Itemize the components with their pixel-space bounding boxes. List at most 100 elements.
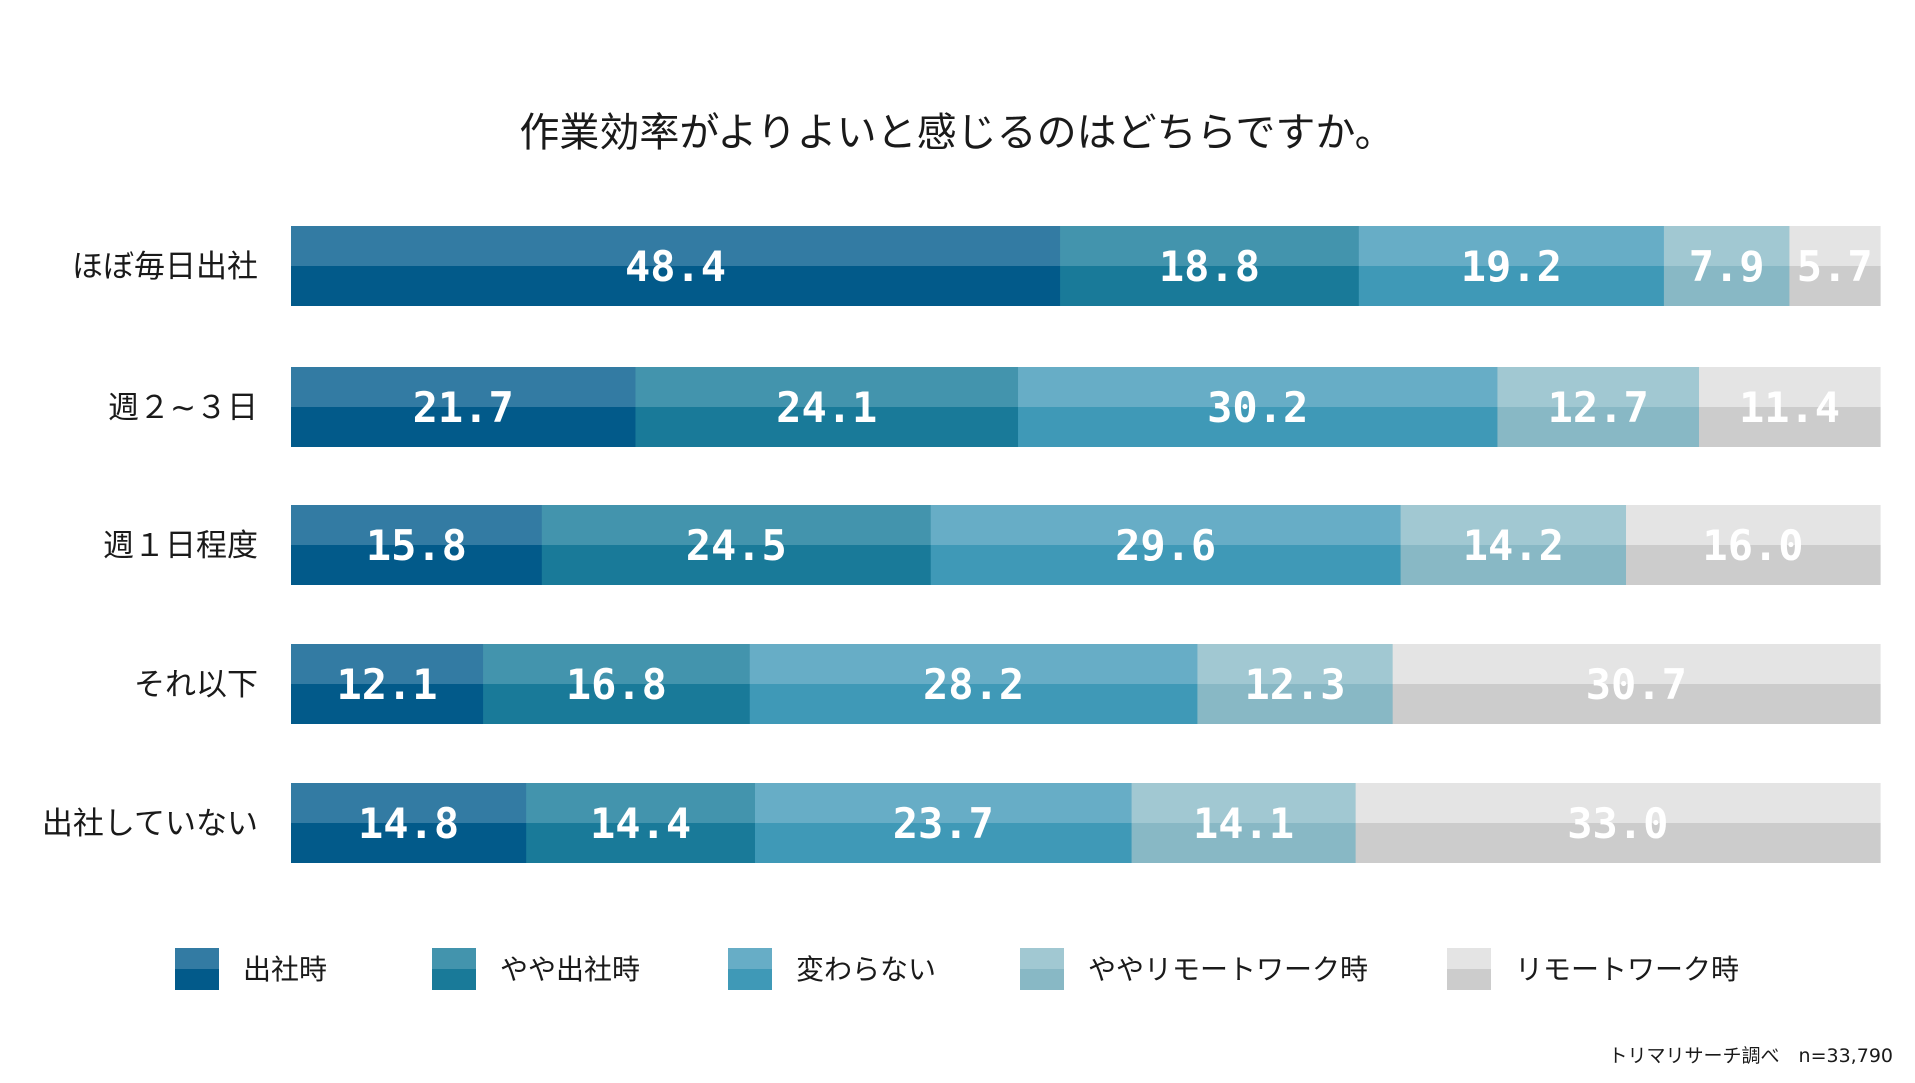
bar-segment-bottom <box>754 823 1133 863</box>
bar-segment-top <box>541 505 932 545</box>
category-label: 出社していない <box>42 806 258 842</box>
data-label: 16.0 <box>1702 521 1803 570</box>
data-label: 14.8 <box>358 799 459 848</box>
data-label: 28.2 <box>923 660 1024 709</box>
bar-segment-bottom <box>1497 407 1700 447</box>
bar-segment-bottom <box>1355 823 1881 863</box>
bar-segment: 48.4 <box>291 226 1061 306</box>
bar-segment-top <box>1626 505 1881 545</box>
bar-segment-bottom <box>1197 684 1394 724</box>
legend-swatch-top <box>728 948 772 969</box>
data-label: 29.6 <box>1115 521 1216 570</box>
data-label: 33.0 <box>1567 799 1668 848</box>
legend-item: リモートワーク時 <box>1447 948 1739 990</box>
data-label: 11.4 <box>1739 383 1840 432</box>
legend-item: やや出社時 <box>432 948 640 990</box>
category-label: ほぼ毎日出社 <box>72 249 258 285</box>
bar-segment: 5.7 <box>1789 226 1881 306</box>
bar-segment: 16.0 <box>1626 505 1881 585</box>
bar-segment: 16.8 <box>483 644 751 724</box>
category-label: 週１日程度 <box>103 528 258 564</box>
bar-segment: 23.7 <box>754 783 1133 863</box>
bar-segment-top <box>1663 226 1791 266</box>
bar-segment: 18.8 <box>1060 226 1360 306</box>
bar-segment: 15.8 <box>291 505 543 585</box>
bar-segment-top <box>1358 226 1665 266</box>
bar-segment-bottom <box>483 684 751 724</box>
bar-segment-top <box>930 505 1402 545</box>
bar-segment-bottom <box>1358 266 1665 306</box>
category-label: それ以下 <box>134 667 258 703</box>
bar-segment-top <box>291 367 637 407</box>
bar-segment-bottom <box>1789 266 1881 306</box>
bar-segment-bottom <box>930 545 1402 585</box>
data-label: 21.7 <box>413 383 514 432</box>
bar-segment-top <box>291 226 1061 266</box>
bar-segment: 21.7 <box>291 367 637 447</box>
legend: 出社時 やや出社時 変わらない ややリモートワーク時 リモートワーク時 <box>175 948 1739 990</box>
bar-segment-top <box>1400 505 1627 545</box>
data-label: 12.3 <box>1244 660 1345 709</box>
bar-segment-top <box>291 783 527 823</box>
bar-segment: 24.5 <box>541 505 932 585</box>
data-label: 30.7 <box>1586 660 1687 709</box>
bar-segment: 30.7 <box>1392 644 1881 724</box>
bar-segment-top <box>1789 226 1881 266</box>
category-label: 週２~３日 <box>108 390 258 426</box>
bar-segment: 11.4 <box>1699 367 1881 447</box>
bar-segment-bottom <box>291 684 484 724</box>
legend-swatch-bottom <box>728 969 772 990</box>
bar-segment: 28.2 <box>749 644 1199 724</box>
bar-segment-top <box>1131 783 1357 823</box>
bar-segment-top <box>1018 367 1499 407</box>
data-label: 24.1 <box>776 383 877 432</box>
legend-item: ややリモートワーク時 <box>1020 948 1368 990</box>
bar-segment: 14.1 <box>1131 783 1357 863</box>
bar-segment-bottom <box>1060 266 1360 306</box>
bar-segment-bottom <box>1400 545 1627 585</box>
bar-segment-top <box>291 505 543 545</box>
bar-segment-bottom <box>635 407 1019 447</box>
legend-swatch-top <box>1020 948 1064 969</box>
legend-label: リモートワーク時 <box>1515 953 1739 986</box>
data-label: 15.8 <box>366 521 467 570</box>
legend-label: 変わらない <box>796 953 936 986</box>
bar-segment: 7.9 <box>1663 226 1791 306</box>
bar-segment: 12.3 <box>1197 644 1394 724</box>
bar-segment-bottom <box>291 823 527 863</box>
bar-segment-top <box>1060 226 1360 266</box>
bar-segment-bottom <box>1131 823 1357 863</box>
bar-segment-top <box>1497 367 1700 407</box>
bar-segment-bottom <box>1663 266 1791 306</box>
bar-segment-bottom <box>291 266 1061 306</box>
bar-segment-top <box>1197 644 1394 684</box>
data-label: 18.8 <box>1159 242 1260 291</box>
data-label: 12.7 <box>1548 383 1649 432</box>
bar-segment: 12.1 <box>291 644 484 724</box>
data-label: 14.2 <box>1463 521 1564 570</box>
data-label: 5.7 <box>1797 242 1873 291</box>
bar-segment-top <box>1699 367 1881 407</box>
bar-segment-top <box>754 783 1133 823</box>
legend-swatch-bottom <box>1447 969 1491 990</box>
bar-segment-top <box>635 367 1019 407</box>
data-label: 19.2 <box>1461 242 1562 291</box>
data-label: 14.1 <box>1193 799 1294 848</box>
bar-segment-top <box>749 644 1199 684</box>
legend-swatch-top <box>1447 948 1491 969</box>
legend-swatch-bottom <box>175 969 219 990</box>
bar-segment-bottom <box>1018 407 1499 447</box>
bar-segment: 19.2 <box>1358 226 1665 306</box>
legend-swatch-bottom <box>1020 969 1064 990</box>
bar-segment-bottom <box>291 407 637 447</box>
bars-group: ほぼ毎日出社 48.4 18.8 19.2 7.9 5.7 週２~３日 21.7 24.1 30.… <box>42 226 1881 863</box>
data-label: 48.4 <box>625 242 726 291</box>
bar-segment-top <box>291 644 484 684</box>
data-label: 30.2 <box>1207 383 1308 432</box>
bar-segment: 24.1 <box>635 367 1019 447</box>
legend-swatch-top <box>175 948 219 969</box>
bar-segment: 30.2 <box>1018 367 1499 447</box>
bar-segment-bottom <box>1699 407 1881 447</box>
bar-segment-bottom <box>291 545 543 585</box>
